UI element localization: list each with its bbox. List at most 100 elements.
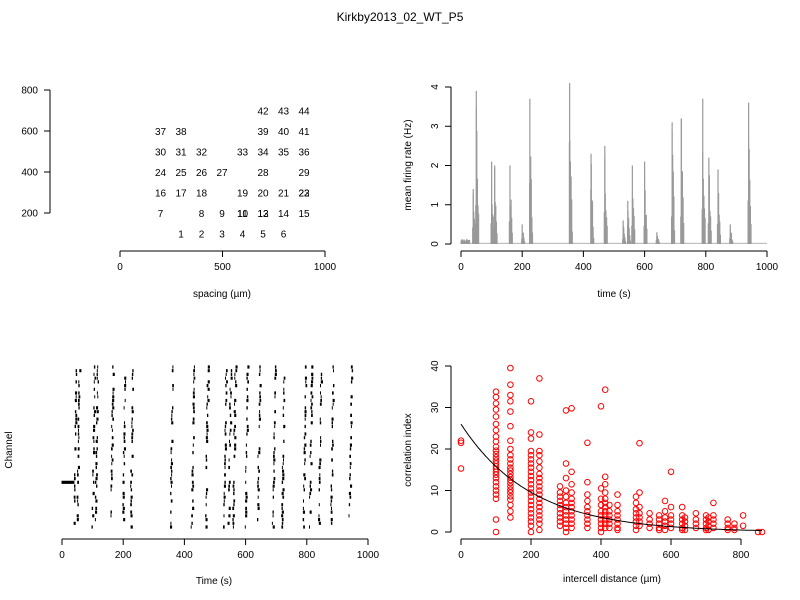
correlation-point [739,512,747,519]
correlation-point [667,503,675,511]
correlation-point [636,510,643,517]
correlation-point [568,508,575,515]
raster-x-tick-label: 800 [298,550,315,561]
correlation-point [667,516,675,523]
raster-x-tick-label: 600 [237,550,254,561]
electrode-label: 11 [237,209,248,220]
correlation-point [655,512,663,519]
correlation-point [527,501,535,509]
electrode-label: 7 [158,209,164,220]
correlation-point [492,478,500,486]
correlation-point [601,386,609,394]
correlation-point [597,516,605,523]
correlation-point [601,524,609,532]
correlation-point [614,526,621,534]
correlation-point [601,508,609,515]
correlation-point [606,501,613,509]
correlation-point [507,483,514,490]
layout-x-tick-label: 1000 [314,262,337,273]
correlation-point [568,489,575,496]
correlation-point [527,435,535,442]
correlation-point [492,427,500,434]
correlation-point [636,514,643,521]
correlation-point [536,464,543,472]
correlation-point [507,408,514,415]
correlation-point [739,522,747,530]
correlation-point [758,528,766,536]
correlation-point [556,505,564,513]
correlation-xlabel: intercell distance (µm) [563,574,661,585]
correlation-point [601,473,609,481]
correlation-point [556,489,564,496]
correlation-point [536,470,543,478]
correlation-point [597,524,605,532]
correlation-point [527,468,535,476]
correlation-point [492,447,500,455]
correlation-point [556,514,564,521]
firing-rate-ylabel: mean firing rate (Hz) [403,119,414,210]
panel-correlation: 0 200 400 600 800 0 10 20 30 40 intercell distanc… [403,360,766,585]
correlation-point [527,505,535,513]
electrode-label: 3 [219,230,225,241]
electrode-label: 6 [281,230,287,241]
rate-y-tick-label: 2 [430,162,441,168]
correlation-point [731,524,738,532]
correlation-point [692,520,700,528]
correlation-point [527,451,535,459]
correlation-point [584,503,591,511]
correlation-point [536,483,543,490]
layout-y-tick-label: 200 [21,209,38,220]
rate-x-tick-label: 1000 [756,262,779,273]
correlation-point [492,491,500,498]
correlation-point [562,474,570,482]
correlation-point [636,518,643,525]
figure-title: Kirkby2013_02_WT_P5 [337,10,464,24]
correlation-point [614,512,621,519]
rate-x-tick-label: 800 [697,262,714,273]
correlation-point [562,407,570,414]
correlation-point [646,510,653,517]
electrode-label: 21 [278,189,290,200]
correlation-point [492,420,500,428]
correlation-point [710,499,717,507]
correlation-point [661,497,669,505]
layout-x-tick-label: 0 [117,262,123,273]
raster-x-tick-label: 400 [176,550,193,561]
correlation-point [568,405,575,412]
correlation-point [536,526,543,534]
firing-rate-xlabel: time (s) [597,289,630,300]
raster-x-tick-label: 200 [115,550,132,561]
correlation-point [527,489,535,496]
correlation-point [681,518,689,525]
correlation-point [614,524,621,532]
correlation-point [507,493,514,500]
correlation-point [507,489,514,496]
correlation-x-tick-label: 200 [523,550,540,561]
correlation-point [492,413,500,420]
correlation-point [527,472,535,480]
correlation-point [492,393,500,401]
correlation-point [527,481,535,488]
correlation-ylabel: correlation index [403,413,414,486]
correlation-point [584,497,591,505]
electrode-label: 30 [155,148,167,159]
correlation-point [556,497,564,505]
electrode-label: 27 [216,168,228,179]
correlation-point [568,499,575,507]
correlation-point [507,456,514,463]
correlation-point [710,512,717,519]
correlation-y-tick-label: 20 [430,443,441,455]
correlation-point [536,495,543,503]
correlation-point [754,528,762,536]
correlation-point [614,491,621,498]
correlation-point [568,516,575,523]
electrode-label: 20 [257,189,269,200]
correlation-point [492,483,500,490]
electrode-label: 10 [237,209,249,220]
correlation-point [492,450,500,458]
correlation-point [636,439,643,447]
electrode-layout-axes: 0 500 1000 200 400 600 800 [21,86,336,274]
raster-axes: 0 200 400 600 800 1000 [59,538,380,561]
correlation-point [632,514,640,521]
correlation-point [710,516,717,523]
